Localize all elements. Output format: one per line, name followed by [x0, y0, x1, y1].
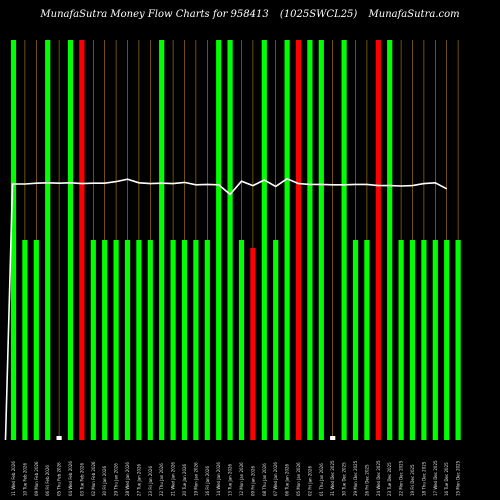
bar-16: [193, 240, 199, 440]
chart-title: MunafaSutra Money Flow Charts for 958413…: [0, 9, 500, 20]
bar-35: [409, 240, 416, 440]
bar-14: [170, 240, 176, 440]
x-tick-label: 22 Mon Dec 2025: [399, 460, 404, 496]
x-tick-label: 27 Tue Jan 2026: [136, 463, 141, 496]
x-tick-label: 09 Fri Jan 2026: [250, 466, 255, 496]
x-tick-label: 16 Tue Dec 2025: [444, 462, 449, 496]
bar-1: [22, 240, 28, 440]
x-axis-labels: 11 Wed Feb 2026 10 Tue Feb 2026 09 Mon Feb…: [11, 460, 461, 496]
bar-32: [375, 40, 381, 440]
x-tick-label: 13 Tue Jan 2026: [228, 463, 233, 496]
x-tick-label: 30 Fri Jan 2026: [102, 466, 107, 496]
chart-title-right: MunafaSutra.com: [368, 9, 460, 20]
bar-12: [147, 240, 153, 440]
x-tick-label: 12 Mon Jan 2026: [239, 462, 244, 496]
x-tick-label: 19 Mon Jan 2026: [193, 462, 198, 496]
bar-25: [295, 40, 302, 440]
x-tick-label: 11 Wed Feb 2026: [11, 461, 16, 496]
x-tick-label: 22 Thu Jan 2026: [159, 463, 164, 496]
bar-19: [227, 40, 233, 440]
x-tick-label: 29 Thu Jan 2026: [114, 463, 119, 496]
bar-2: [33, 240, 39, 440]
x-tick-label: 09 Mon Feb 2026: [34, 461, 39, 496]
bar-31: [364, 240, 370, 440]
money-flow-line: [4, 177, 448, 441]
x-tick-label: 15 Mon Dec 2025: [456, 460, 461, 496]
x-tick-label: 02 Fri Jan 2026: [307, 466, 312, 496]
bar-33: [387, 40, 393, 440]
x-tick-label: 05 Mon Jan 2026: [296, 462, 301, 496]
x-tick-label: 20 Tue Jan 2026: [182, 463, 187, 496]
bar-0: [10, 40, 17, 440]
bar-37: [432, 240, 438, 440]
bar-21: [250, 248, 256, 440]
bar-17: [204, 240, 210, 440]
bar-36: [421, 240, 427, 440]
bar-28: [330, 436, 336, 440]
bar-39: [455, 240, 461, 440]
bar-27: [318, 40, 324, 440]
bar-3: [45, 40, 51, 440]
bar-6: [79, 40, 85, 440]
x-tick-label: 07 Wed Jan 2026: [273, 462, 278, 496]
bar-29: [341, 40, 347, 440]
bar-9: [113, 240, 119, 440]
x-tick-label: 21 Wed Jan 2026: [171, 462, 176, 496]
bar-4: [56, 436, 62, 440]
bars: [10, 40, 461, 440]
bar-34: [398, 240, 404, 440]
bar-22: [261, 40, 267, 440]
x-tick-label: 06 Tue Jan 2026: [285, 463, 290, 496]
x-tick-label: 16 Fri Jan 2026: [205, 466, 210, 496]
bar-5: [67, 40, 74, 440]
chart-title-middle: (1025SWCL25): [279, 9, 358, 20]
bar-26: [307, 40, 313, 440]
bar-18: [216, 40, 222, 440]
x-tick-label: 02 Mon Feb 2026: [91, 461, 96, 496]
x-tick-label: 30 Tue Dec 2025: [342, 462, 347, 496]
bar-8: [102, 240, 108, 440]
x-tick-label: 24 Wed Dec 2025: [376, 460, 381, 496]
x-tick-label: 14 Wed Jan 2026: [216, 462, 221, 496]
x-tick-label: 03 Tue Feb 2026: [79, 463, 84, 496]
x-tick-label: 31 Wed Dec 2025: [330, 460, 335, 496]
x-tick-label: 17 Wed Dec 2025: [433, 460, 438, 496]
x-tick-label: 06 Fri Feb 2026: [45, 465, 50, 496]
bar-7: [90, 240, 96, 440]
bar-13: [159, 40, 165, 440]
bar-15: [181, 240, 188, 440]
x-tick-label: 05 Thu Feb 2026: [57, 462, 62, 496]
x-tick-label: 23 Tue Dec 2025: [387, 462, 392, 496]
bar-23: [273, 240, 279, 440]
x-tick-label: 04 Wed Feb 2026: [68, 461, 73, 496]
bar-11: [136, 240, 142, 440]
bar-20: [238, 240, 245, 440]
x-tick-label: 26 Fri Dec 2025: [364, 464, 369, 496]
bar-38: [444, 240, 450, 440]
bar-30: [352, 240, 359, 440]
x-tick-label: 18 Thu Dec 2025: [421, 461, 426, 496]
bar-10: [124, 240, 131, 440]
x-tick-label: 29 Mon Dec 2025: [353, 460, 358, 496]
chart-title-left: MunafaSutra Money Flow Charts for 958413: [40, 9, 269, 20]
x-tick-label: 01 Thu Jan 2026: [319, 463, 324, 496]
x-tick-label: 19 Fri Dec 2025: [410, 464, 415, 496]
x-tick-label: 10 Tue Feb 2026: [22, 463, 27, 496]
x-tick-label: 08 Thu Jan 2026: [262, 463, 267, 496]
x-tick-label: 28 Wed Jan 2026: [125, 462, 130, 496]
x-tick-label: 23 Fri Jan 2026: [148, 466, 153, 496]
bar-24: [284, 40, 290, 440]
